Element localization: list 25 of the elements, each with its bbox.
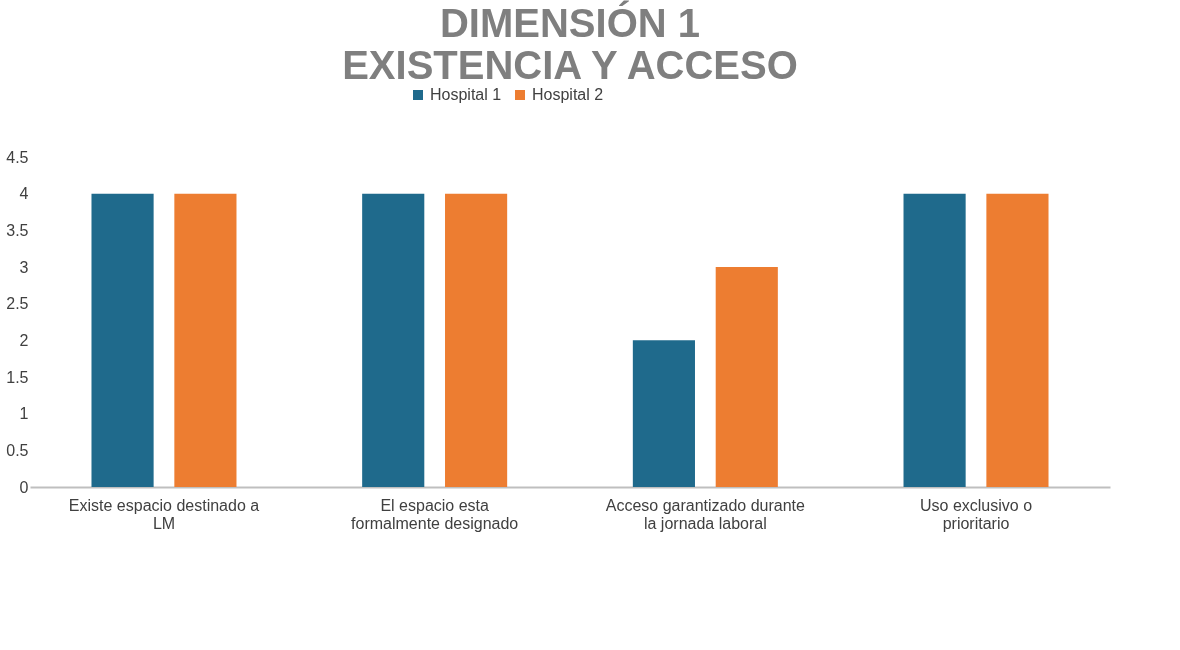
bar bbox=[91, 193, 154, 487]
legend-label: Hospital 1 bbox=[430, 86, 502, 103]
chart-title: DIMENSIÓN 1 EXISTENCIA Y ACCESO bbox=[342, 0, 798, 87]
y-tick-label: 1.5 bbox=[6, 368, 29, 386]
bar bbox=[632, 340, 695, 487]
x-tick-label: Acceso garantizado durante la jornada laboral bbox=[605, 496, 806, 532]
bar bbox=[445, 193, 508, 487]
y-tick-label: 0 bbox=[19, 478, 29, 496]
y-tick-label: 0.5 bbox=[6, 441, 29, 459]
y-tick-label: 2 bbox=[19, 331, 29, 349]
bar bbox=[174, 193, 237, 487]
x-tick-label: Uso exclusivo o prioritario bbox=[919, 496, 1033, 532]
bar bbox=[986, 193, 1049, 487]
y-tick-label: 2.5 bbox=[6, 295, 29, 313]
bar bbox=[903, 193, 966, 487]
bar bbox=[362, 193, 425, 487]
bar bbox=[715, 267, 778, 487]
y-tick-label: 3 bbox=[19, 258, 29, 276]
y-tick-label: 3.5 bbox=[6, 221, 29, 239]
legend-label: Hospital 2 bbox=[532, 86, 604, 103]
x-tick-label: Existe espacio destinado a LM bbox=[68, 496, 260, 532]
x-tick-label: El espacio esta formalmente designado bbox=[351, 496, 519, 532]
y-tick-label: 4.5 bbox=[6, 148, 29, 166]
y-tick-label: 4 bbox=[19, 185, 29, 203]
y-tick-label: 1 bbox=[19, 405, 29, 423]
